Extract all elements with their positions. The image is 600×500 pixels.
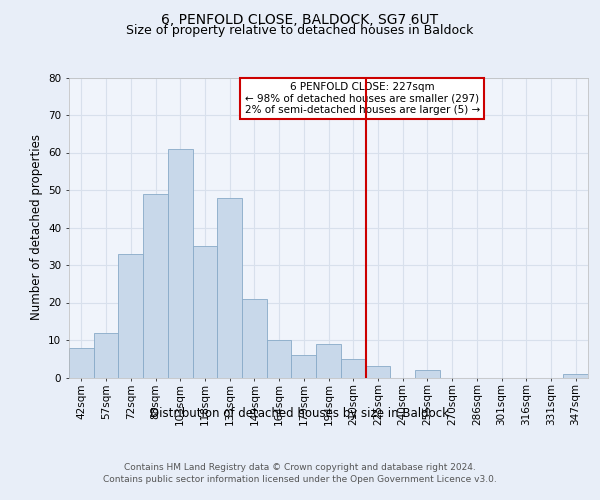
Bar [168, 149, 193, 378]
Bar [242, 298, 267, 378]
Bar [316, 344, 341, 378]
Bar [143, 194, 168, 378]
Bar [563, 374, 588, 378]
Bar [69, 348, 94, 378]
Bar [365, 366, 390, 378]
Bar [267, 340, 292, 378]
Bar [217, 198, 242, 378]
Text: 6 PENFOLD CLOSE: 227sqm
← 98% of detached houses are smaller (297)
2% of semi-de: 6 PENFOLD CLOSE: 227sqm ← 98% of detache… [245, 82, 480, 115]
Text: Distribution of detached houses by size in Baldock: Distribution of detached houses by size … [151, 408, 449, 420]
Text: Size of property relative to detached houses in Baldock: Size of property relative to detached ho… [127, 24, 473, 37]
Bar [292, 355, 316, 378]
Y-axis label: Number of detached properties: Number of detached properties [29, 134, 43, 320]
Text: 6, PENFOLD CLOSE, BALDOCK, SG7 6UT: 6, PENFOLD CLOSE, BALDOCK, SG7 6UT [161, 12, 439, 26]
Bar [341, 359, 365, 378]
Bar [118, 254, 143, 378]
Bar [193, 246, 217, 378]
Bar [415, 370, 440, 378]
Bar [94, 332, 118, 378]
Text: Contains HM Land Registry data © Crown copyright and database right 2024.
Contai: Contains HM Land Registry data © Crown c… [103, 462, 497, 484]
